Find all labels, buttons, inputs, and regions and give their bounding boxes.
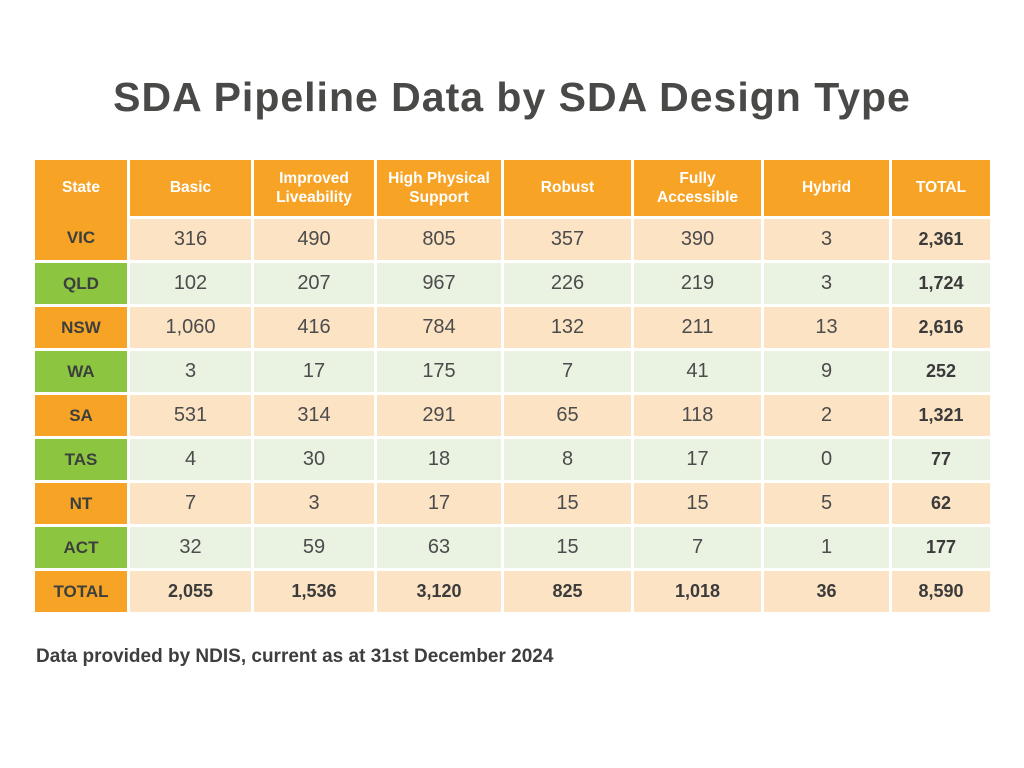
state-cell-vic: VIC <box>35 216 127 260</box>
cell-sa-hybrid: 2 <box>764 395 889 436</box>
cell-wa-hybrid: 9 <box>764 351 889 392</box>
cell-qld-robust: 226 <box>504 263 631 304</box>
cell-nsw-robust: 132 <box>504 307 631 348</box>
cell-tas-improved-liveability: 30 <box>254 439 374 480</box>
cell-qld-fully-accessible: 219 <box>634 263 761 304</box>
sda-pipeline-table: State Basic Improved Liveability High Physi… <box>35 160 990 612</box>
cell-nsw-improved-liveability: 416 <box>254 307 374 348</box>
cell-nsw-basic: 1,060 <box>130 307 251 348</box>
cell-sa-high-physical-support: 291 <box>377 395 501 436</box>
cell-qld-total: 1,724 <box>892 263 990 304</box>
cell-vic-hybrid: 3 <box>764 219 889 260</box>
state-cell-sa: SA <box>35 395 127 436</box>
cell-tas-hybrid: 0 <box>764 439 889 480</box>
cell-sa-total: 1,321 <box>892 395 990 436</box>
cell-qld-basic: 102 <box>130 263 251 304</box>
cell-total-robust: 825 <box>504 571 631 612</box>
cell-act-improved-liveability: 59 <box>254 527 374 568</box>
cell-wa-high-physical-support: 175 <box>377 351 501 392</box>
cell-tas-fully-accessible: 17 <box>634 439 761 480</box>
cell-sa-robust: 65 <box>504 395 631 436</box>
cell-nt-improved-liveability: 3 <box>254 483 374 524</box>
cell-vic-basic: 316 <box>130 219 251 260</box>
cell-act-total: 177 <box>892 527 990 568</box>
cell-act-robust: 15 <box>504 527 631 568</box>
col-header-state: State <box>35 160 127 216</box>
cell-total-basic: 2,055 <box>130 571 251 612</box>
cell-vic-robust: 357 <box>504 219 631 260</box>
cell-wa-total: 252 <box>892 351 990 392</box>
cell-vic-fully-accessible: 390 <box>634 219 761 260</box>
cell-sa-fully-accessible: 118 <box>634 395 761 436</box>
cell-tas-basic: 4 <box>130 439 251 480</box>
state-cell-nsw: NSW <box>35 307 127 348</box>
cell-act-basic: 32 <box>130 527 251 568</box>
cell-wa-basic: 3 <box>130 351 251 392</box>
cell-wa-robust: 7 <box>504 351 631 392</box>
cell-vic-improved-liveability: 490 <box>254 219 374 260</box>
state-cell-nt: NT <box>35 483 127 524</box>
col-header-total: TOTAL <box>892 160 990 216</box>
cell-qld-improved-liveability: 207 <box>254 263 374 304</box>
cell-wa-fully-accessible: 41 <box>634 351 761 392</box>
cell-vic-high-physical-support: 805 <box>377 219 501 260</box>
cell-nsw-total: 2,616 <box>892 307 990 348</box>
col-header-hybrid: Hybrid <box>764 160 889 216</box>
state-cell-tas: TAS <box>35 439 127 480</box>
cell-nt-total: 62 <box>892 483 990 524</box>
page-title: SDA Pipeline Data by SDA Design Type <box>113 74 911 120</box>
cell-nsw-fully-accessible: 211 <box>634 307 761 348</box>
data-source-note: Data provided by NDIS, current as at 31s… <box>36 646 554 667</box>
cell-act-hybrid: 1 <box>764 527 889 568</box>
cell-wa-improved-liveability: 17 <box>254 351 374 392</box>
cell-sa-basic: 531 <box>130 395 251 436</box>
cell-total-improved-liveability: 1,536 <box>254 571 374 612</box>
state-cell-wa: WA <box>35 351 127 392</box>
cell-nsw-high-physical-support: 784 <box>377 307 501 348</box>
cell-total-total: 8,590 <box>892 571 990 612</box>
cell-qld-hybrid: 3 <box>764 263 889 304</box>
cell-total-high-physical-support: 3,120 <box>377 571 501 612</box>
cell-tas-total: 77 <box>892 439 990 480</box>
cell-nt-basic: 7 <box>130 483 251 524</box>
cell-vic-total: 2,361 <box>892 219 990 260</box>
state-cell-act: ACT <box>35 527 127 568</box>
cell-tas-robust: 8 <box>504 439 631 480</box>
cell-qld-high-physical-support: 967 <box>377 263 501 304</box>
cell-nt-high-physical-support: 17 <box>377 483 501 524</box>
cell-sa-improved-liveability: 314 <box>254 395 374 436</box>
cell-nt-fully-accessible: 15 <box>634 483 761 524</box>
col-header-improved-liveability: Improved Liveability <box>254 160 374 216</box>
cell-act-fully-accessible: 7 <box>634 527 761 568</box>
state-cell-total: TOTAL <box>35 571 127 612</box>
cell-nt-hybrid: 5 <box>764 483 889 524</box>
cell-tas-high-physical-support: 18 <box>377 439 501 480</box>
state-cell-qld: QLD <box>35 263 127 304</box>
cell-total-hybrid: 36 <box>764 571 889 612</box>
cell-act-high-physical-support: 63 <box>377 527 501 568</box>
col-header-basic: Basic <box>130 160 251 216</box>
col-header-robust: Robust <box>504 160 631 216</box>
cell-nsw-hybrid: 13 <box>764 307 889 348</box>
col-header-high-physical-support: High Physical Support <box>377 160 501 216</box>
cell-total-fully-accessible: 1,018 <box>634 571 761 612</box>
col-header-fully-accessible: Fully Accessible <box>634 160 761 216</box>
cell-nt-robust: 15 <box>504 483 631 524</box>
